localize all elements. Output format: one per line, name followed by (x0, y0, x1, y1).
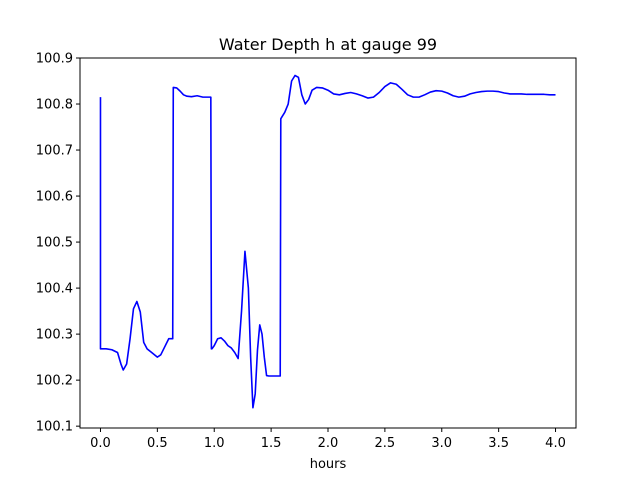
x-tick-label: 2.5 (375, 436, 396, 451)
y-tick-label: 100.6 (36, 190, 73, 205)
y-tick-label: 100.3 (36, 328, 73, 343)
y-axis: 100.1 100.2 100.3 100.4 100.5 100.6 100.7 100.8… (36, 52, 80, 435)
x-axis-label: hours (310, 457, 347, 472)
y-tick-label: 100.2 (36, 374, 73, 389)
x-tick-label: 0.0 (90, 436, 111, 451)
x-tick-label: 1.5 (261, 436, 282, 451)
y-tick-label: 100.5 (36, 236, 73, 251)
x-axis: 0.0 0.5 1.0 1.5 2.0 2.5 3.0 3.5 4.0 (90, 428, 566, 451)
plot-frame (79, 57, 577, 429)
x-tick-label: 0.5 (147, 436, 168, 451)
series-line (99, 74, 556, 409)
y-tick-label: 100.9 (36, 52, 73, 67)
x-tick-label: 1.0 (204, 436, 225, 451)
y-tick-label: 100.8 (36, 98, 73, 113)
x-tick-label: 2.0 (318, 436, 339, 451)
chart-title: Water Depth h at gauge 99 (219, 35, 437, 54)
y-tick-label: 100.4 (36, 282, 73, 297)
x-tick-label: 3.0 (431, 436, 452, 451)
y-tick-label: 100.7 (36, 144, 73, 159)
y-tick-label: 100.1 (36, 420, 73, 435)
x-tick-label: 3.5 (488, 436, 509, 451)
plot-area (99, 74, 556, 409)
x-tick-label: 4.0 (545, 436, 566, 451)
